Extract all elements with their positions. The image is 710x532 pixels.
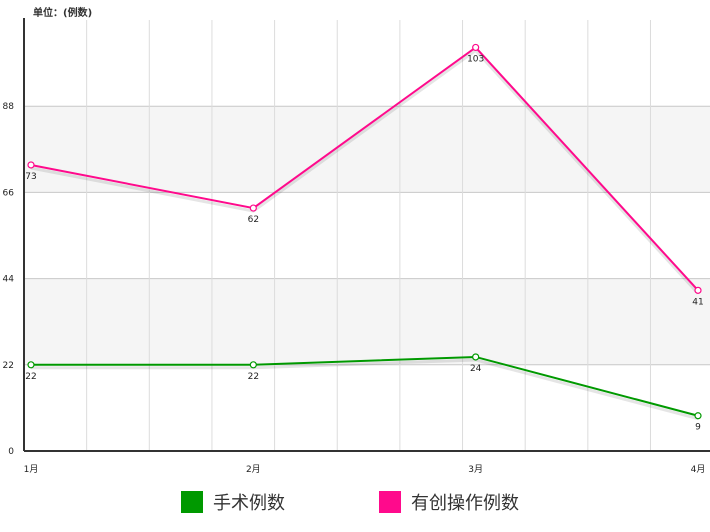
series-lines: 22 22 24 9 73 62 103 41 [25,43,704,433]
y-tick-label: 44 [3,275,15,285]
data-point[interactable] [694,286,702,294]
legend: 手术例数 有创操作例数 [0,489,710,519]
data-label: 24 [470,364,482,374]
y-tick-label: 66 [3,188,15,198]
y-tick-label: 0 [8,447,14,457]
data-label: 103 [467,54,484,64]
data-label: 9 [695,423,701,433]
data-label: 41 [692,297,703,307]
data-label: 73 [25,172,36,182]
data-point[interactable] [249,361,257,369]
data-point[interactable] [694,412,702,420]
data-label: 62 [248,215,259,225]
axes [23,18,710,452]
series-1: 73 62 103 41 [25,43,704,307]
data-label: 22 [25,372,36,382]
series-0: 22 22 24 9 [25,353,702,433]
gridlines [24,20,710,451]
x-tick-labels: 1月 2月 3月 4月 [24,464,706,475]
series-line [31,355,699,417]
y-tick-label: 88 [3,102,15,112]
y-tick-label: 22 [3,361,14,371]
legend-swatch-surgery [181,491,203,513]
x-tick-label: 3月 [468,464,483,475]
band [24,278,710,365]
legend-swatch-invasive [379,491,401,513]
unit-label: 单位：(例数) [33,6,92,19]
data-point[interactable] [472,353,480,361]
series-line-shadow [30,48,700,295]
series-line-shadow [31,358,699,421]
data-point[interactable] [27,361,35,369]
legend-item-surgery[interactable]: 手术例数 [181,489,285,515]
data-point[interactable] [472,43,480,52]
series-line [30,46,699,292]
x-tick-label: 2月 [246,464,261,475]
data-point[interactable] [249,204,257,212]
line-chart: 单位：(例数) 0 22 44 66 88 1月 2月 3月 4月 22 22 24 9 73 62 10… [3,6,710,475]
plot-background-bands [24,106,710,365]
y-tick-labels: 0 22 44 66 88 [3,102,15,457]
legend-label-invasive: 有创操作例数 [411,493,519,514]
data-label: 22 [248,372,259,382]
x-tick-label: 1月 [24,464,39,475]
data-point[interactable] [27,161,35,169]
band [24,106,710,193]
x-tick-label: 4月 [691,464,706,475]
legend-item-invasive[interactable]: 有创操作例数 [379,489,519,515]
legend-label-surgery: 手术例数 [213,493,285,514]
